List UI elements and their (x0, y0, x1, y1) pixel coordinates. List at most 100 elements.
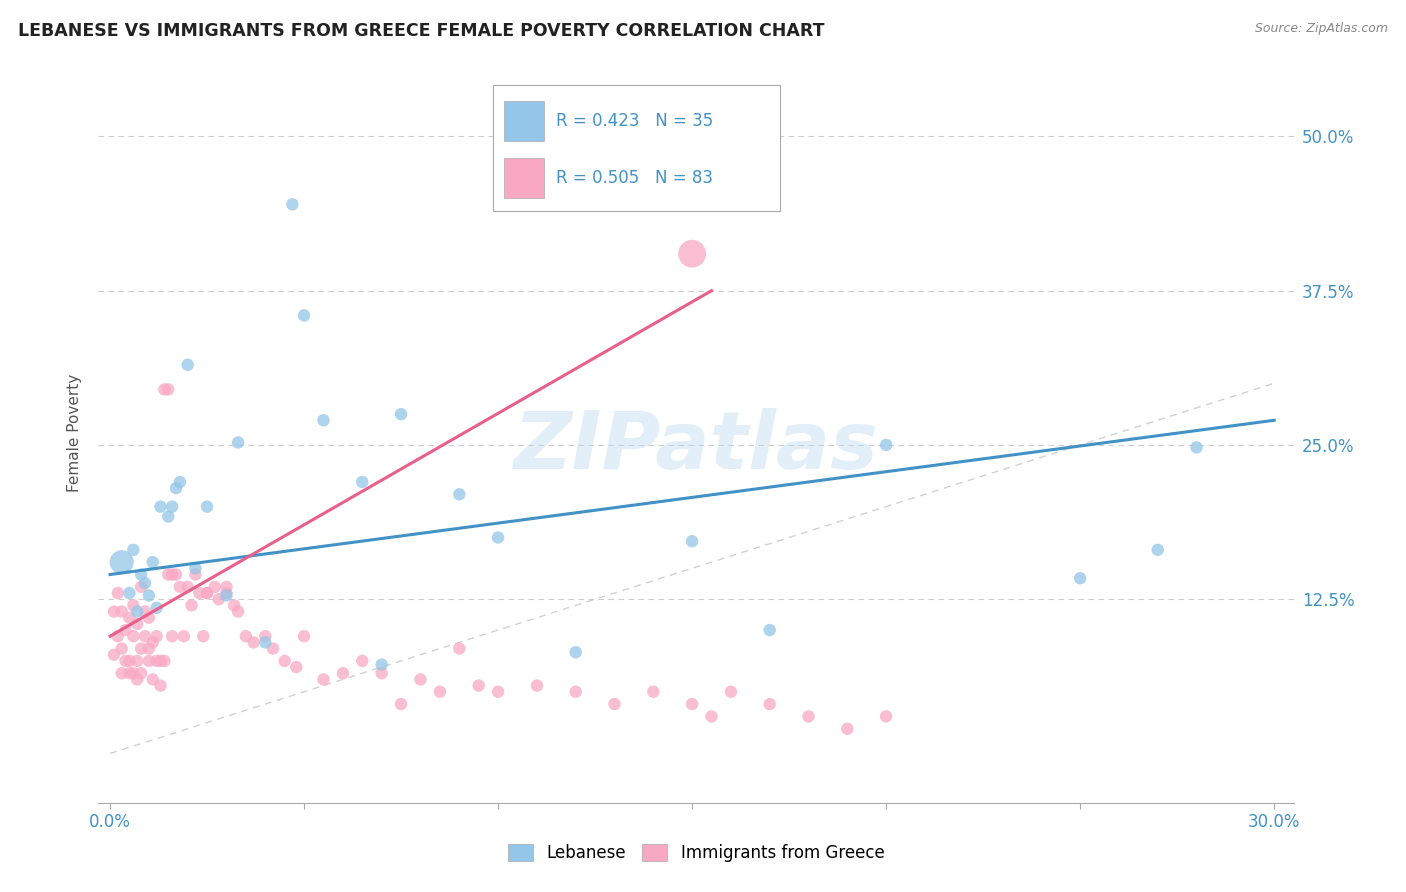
Point (486, 531, 509, 545)
Point (134, 576, 156, 591)
Point (188, 586, 211, 600)
Point (681, 246, 703, 260)
Point (138, 641, 160, 656)
Point (370, 666, 392, 681)
Point (526, 679, 548, 693)
Point (195, 586, 218, 600)
Point (142, 673, 165, 687)
Point (224, 599, 246, 613)
Point (149, 500, 172, 514)
Point (1146, 542, 1168, 557)
Point (312, 673, 335, 687)
Point (153, 654, 176, 668)
Point (180, 599, 202, 613)
Point (235, 629, 257, 643)
Point (262, 641, 284, 656)
Point (467, 679, 489, 693)
Point (169, 580, 191, 594)
Point (118, 654, 141, 668)
Point (681, 697, 703, 711)
Point (176, 580, 198, 594)
Point (409, 673, 432, 687)
Point (122, 599, 145, 613)
Point (208, 592, 231, 607)
Point (292, 309, 315, 323)
Point (184, 567, 207, 582)
Point (281, 197, 304, 211)
Point (797, 709, 820, 723)
Point (134, 605, 156, 619)
Point (285, 660, 308, 674)
Point (312, 413, 335, 427)
Point (107, 586, 129, 600)
Point (875, 438, 897, 452)
Point (160, 567, 183, 582)
Point (332, 666, 354, 681)
Point (758, 623, 780, 637)
Point (118, 666, 141, 681)
Point (176, 358, 198, 372)
Point (157, 383, 180, 397)
Point (114, 654, 136, 668)
Point (564, 685, 586, 699)
Point (129, 641, 152, 656)
Point (389, 697, 412, 711)
Point (720, 685, 742, 699)
Point (153, 383, 176, 397)
Point (145, 600, 167, 615)
Point (352, 475, 374, 489)
Point (165, 567, 187, 582)
Point (1069, 571, 1091, 585)
Point (149, 679, 172, 693)
Point (242, 635, 264, 649)
Point (449, 487, 471, 501)
Point (103, 648, 125, 662)
Point (173, 629, 195, 643)
Point (138, 589, 160, 603)
Point (122, 629, 145, 643)
Point (107, 629, 129, 643)
Point (118, 586, 141, 600)
Point (429, 685, 451, 699)
Point (111, 555, 134, 569)
Point (122, 666, 145, 681)
Text: Source: ZipAtlas.com: Source: ZipAtlas.com (1254, 22, 1388, 36)
Point (564, 645, 586, 659)
Point (254, 635, 277, 649)
Point (103, 605, 125, 619)
Point (157, 567, 180, 582)
Point (129, 567, 152, 582)
Point (195, 500, 218, 514)
Point (127, 616, 149, 631)
Point (486, 685, 509, 699)
Point (149, 654, 172, 668)
Point (111, 666, 134, 681)
Point (226, 435, 249, 450)
Point (169, 475, 191, 489)
Point (114, 623, 136, 637)
Point (138, 654, 160, 668)
Point (292, 629, 315, 643)
Point (389, 407, 412, 421)
Point (142, 555, 165, 569)
Y-axis label: Female Poverty: Female Poverty (67, 374, 83, 491)
Point (352, 654, 374, 668)
Point (681, 534, 703, 549)
Point (160, 629, 183, 643)
Point (226, 605, 249, 619)
Point (449, 641, 471, 656)
Point (370, 657, 392, 672)
Point (129, 580, 152, 594)
Point (184, 561, 207, 575)
Point (195, 586, 218, 600)
Text: LEBANESE VS IMMIGRANTS FROM GREECE FEMALE POVERTY CORRELATION CHART: LEBANESE VS IMMIGRANTS FROM GREECE FEMAL… (18, 22, 825, 40)
Point (122, 542, 145, 557)
Point (127, 654, 149, 668)
Point (193, 629, 215, 643)
Point (273, 654, 295, 668)
Point (129, 666, 152, 681)
Point (254, 629, 277, 643)
Point (700, 709, 723, 723)
Point (215, 589, 238, 603)
Point (111, 641, 134, 656)
